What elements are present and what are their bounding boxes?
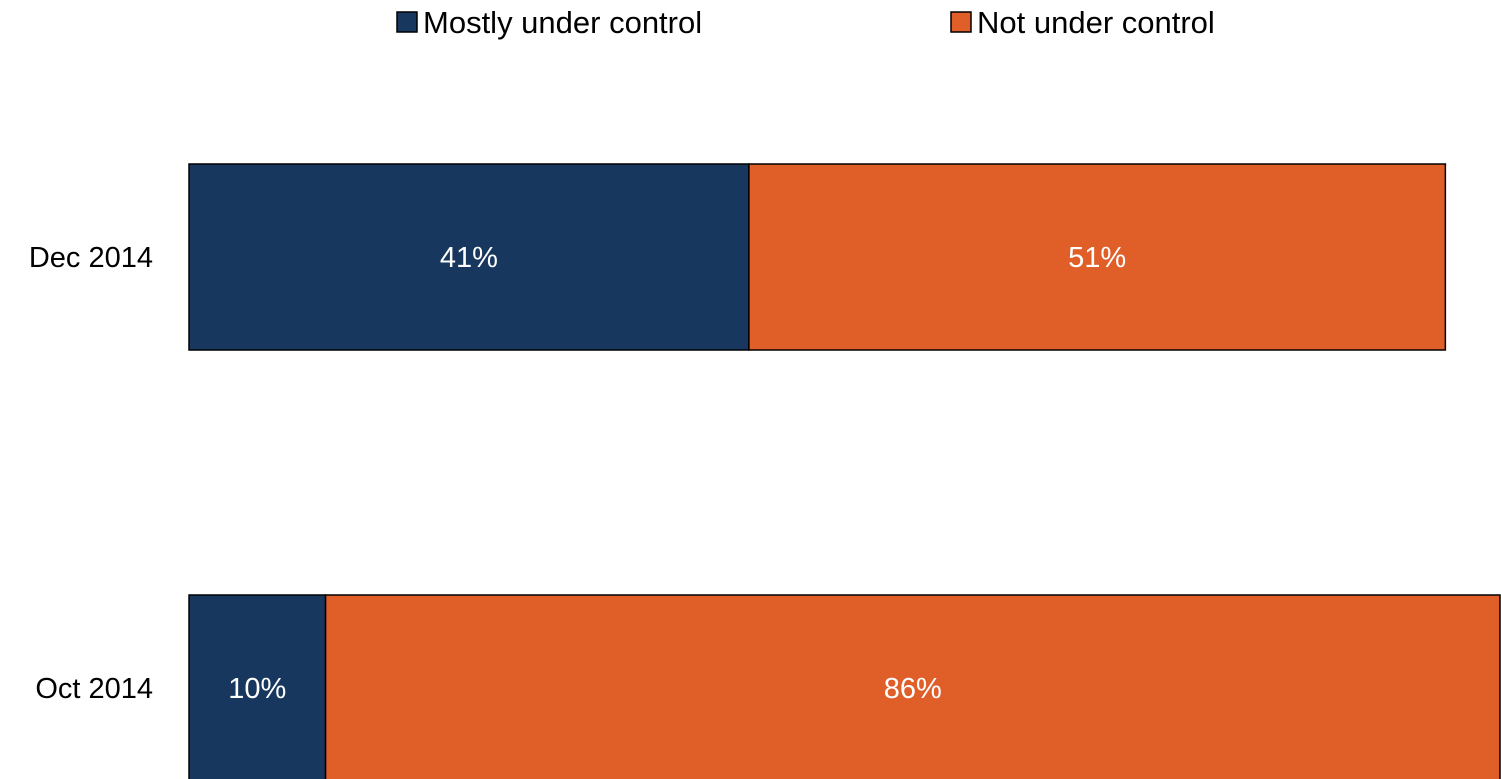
- legend-swatch-mostly-under-control: [396, 11, 418, 33]
- data-label: 86%: [884, 673, 942, 705]
- category-label: Oct 2014: [35, 673, 153, 705]
- legend-swatch-not-under-control: [950, 11, 972, 33]
- bar-segment-not-under-control: [748, 163, 1447, 351]
- bar-segment-mostly-under-control: [188, 594, 327, 779]
- bar-segment-not-under-control: [324, 594, 1501, 779]
- bar-group: [188, 163, 1501, 779]
- chart-legend: Mostly under control Not under control: [396, 5, 1215, 40]
- category-axis: Dec 2014 Oct 2014: [29, 242, 153, 705]
- legend-label-not-under-control: Not under control: [977, 5, 1215, 40]
- bar-segment-mostly-under-control: [188, 163, 750, 351]
- data-labels: 41% 51% 10% 86%: [228, 242, 1126, 705]
- data-label: 10%: [228, 673, 286, 705]
- data-label: 41%: [440, 242, 498, 274]
- legend-label-mostly-under-control: Mostly under control: [423, 5, 702, 40]
- data-label: 51%: [1068, 242, 1126, 274]
- category-label: Dec 2014: [29, 242, 153, 274]
